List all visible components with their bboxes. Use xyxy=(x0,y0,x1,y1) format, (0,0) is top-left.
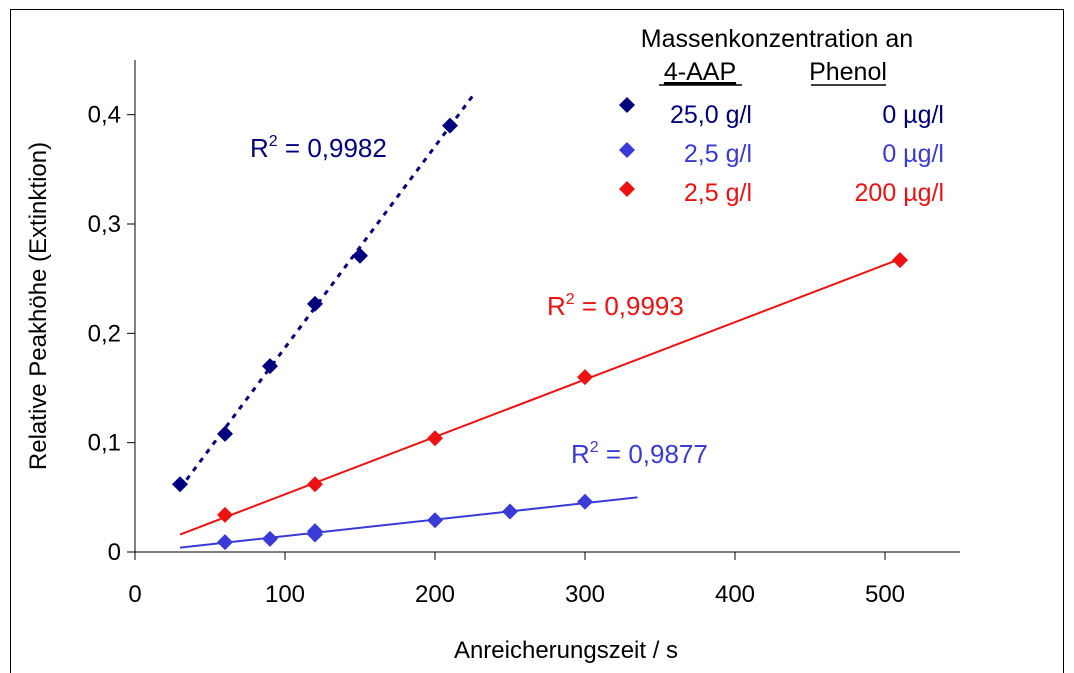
x-tick-label: 300 xyxy=(565,581,605,608)
data-point-series-2 xyxy=(217,534,233,551)
y-tick-label: 0,2 xyxy=(88,320,121,347)
data-point-series-3 xyxy=(577,369,593,386)
data-point-series-1 xyxy=(352,247,368,264)
data-point-series-3 xyxy=(427,430,443,447)
fit-line-series-2 xyxy=(179,496,638,549)
y-tick-label: 0 xyxy=(108,539,121,566)
legend-marker-series-2 xyxy=(619,142,635,158)
legend-aap-series-3: 2,5 g/l xyxy=(684,179,752,207)
data-point-series-1 xyxy=(442,117,458,134)
x-tick-label: 200 xyxy=(415,581,455,608)
legend-phenol-series-1: 0 µg/l xyxy=(882,101,944,129)
data-point-series-2 xyxy=(427,512,443,529)
legend-title: Massenkonzentration an xyxy=(641,25,913,53)
data-points xyxy=(172,117,908,551)
data-point-series-1 xyxy=(262,358,278,375)
data-point-series-1 xyxy=(217,425,233,442)
legend-marker-series-3 xyxy=(619,181,635,197)
legend-header-phenol: Phenol xyxy=(809,58,887,86)
data-point-series-2 xyxy=(577,493,593,510)
legend-phenol-series-2: 0 µg/l xyxy=(882,140,944,168)
data-point-series-2 xyxy=(262,530,278,547)
legend: Massenkonzentration an 4-AAP Phenol 25,0 g/… xyxy=(619,25,944,207)
fit-line-series-1 xyxy=(178,95,474,490)
chart-labels: R2 = 0,9982 R2 = 0,9877 R2 = 0,9993 xyxy=(250,133,708,469)
data-point-series-1 xyxy=(172,476,188,493)
x-axis-label: Anreicherungszeit / s xyxy=(454,637,678,664)
y-tick-label: 0,3 xyxy=(88,211,121,238)
fit-line-series-3 xyxy=(179,258,901,536)
chart-frame xyxy=(10,9,1064,673)
data-point-series-3 xyxy=(217,506,233,523)
data-point-series-1 xyxy=(307,295,323,312)
y-tick-label: 0,4 xyxy=(88,102,121,129)
x-tick-label: 400 xyxy=(715,581,755,608)
legend-aap-series-1: 25,0 g/l xyxy=(670,101,752,129)
legend-phenol-series-3: 200 µg/l xyxy=(855,179,944,207)
data-point-series-2 xyxy=(307,523,323,540)
legend-marker-series-1 xyxy=(619,97,635,113)
legend-header-4aap: 4-AAP xyxy=(664,58,736,86)
r2-annotation-series-3: R2 = 0,9993 xyxy=(547,291,684,321)
x-tick-label: 100 xyxy=(265,581,305,608)
data-point-series-3 xyxy=(892,252,908,269)
data-point-series-2 xyxy=(502,503,518,520)
fit-lines xyxy=(178,95,901,549)
y-tick-label: 0,1 xyxy=(88,430,121,457)
r2-annotation-series-2: R2 = 0,9877 xyxy=(571,439,708,469)
x-tick-label: 0 xyxy=(128,581,141,608)
data-point-series-3 xyxy=(307,476,323,493)
y-axis-label: Relative Peakhöhe (Extinktion) xyxy=(25,142,52,470)
legend-aap-series-2: 2,5 g/l xyxy=(684,140,752,168)
r2-annotation-series-1: R2 = 0,9982 xyxy=(250,133,387,163)
x-tick-label: 500 xyxy=(865,581,905,608)
axes: 0 100 200 300 400 500 0 0,1 0,2 0,3 0,4 Anreicherun… xyxy=(25,60,960,664)
